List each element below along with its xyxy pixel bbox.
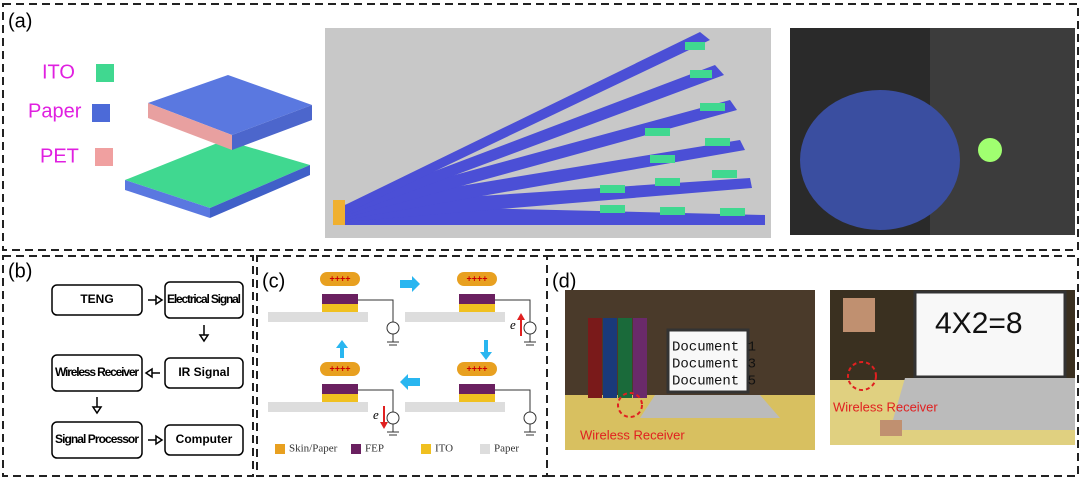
charge-text: ++++ bbox=[466, 363, 487, 373]
panel-label: (d) bbox=[552, 270, 576, 292]
ammeter bbox=[387, 322, 399, 334]
ammeter bbox=[524, 412, 536, 424]
flow-node: IR Signal bbox=[178, 365, 229, 379]
paper bbox=[268, 402, 368, 412]
sensor-array bbox=[880, 420, 902, 436]
sensor-array bbox=[843, 298, 875, 332]
flow-node: Signal Processor bbox=[55, 432, 139, 446]
laptop-base bbox=[640, 395, 780, 418]
flow-node: Electrical Signal bbox=[167, 292, 241, 306]
ito bbox=[459, 394, 495, 402]
ammeter bbox=[387, 412, 399, 424]
legend-cube bbox=[95, 148, 113, 166]
annotation: Wireless Receiver bbox=[580, 427, 685, 442]
panel-label: (c) bbox=[262, 270, 285, 292]
ammeter bbox=[524, 322, 536, 334]
charge-text: ++++ bbox=[466, 273, 487, 283]
panel-label: (b) bbox=[8, 260, 32, 282]
screen-text: Document 3 bbox=[672, 357, 756, 373]
teng-states: +++++ ++++++ +e+++++ +e+++++ + bbox=[268, 272, 536, 435]
legend-cube bbox=[92, 104, 110, 122]
figure: (a) ITO Paper PET (b) bbox=[0, 0, 1081, 479]
paper bbox=[268, 312, 368, 322]
legend-text: ITO bbox=[435, 443, 453, 455]
screen-text: 4X2=8 bbox=[935, 307, 1023, 340]
electron-label: e bbox=[510, 317, 516, 332]
paper bbox=[405, 312, 505, 322]
legend-text: Paper bbox=[494, 443, 519, 455]
flow-node: Computer bbox=[176, 432, 233, 446]
ito bbox=[322, 304, 358, 312]
annotation: Wireless Receiver bbox=[833, 399, 938, 414]
legend-text: FEP bbox=[365, 443, 384, 455]
device-layers bbox=[125, 75, 312, 218]
electron-arrowhead bbox=[517, 313, 525, 320]
paper bbox=[405, 402, 505, 412]
panel-label: (a) bbox=[8, 10, 32, 32]
electron-arrowhead bbox=[380, 422, 388, 429]
flow-node: Wireless Receiver bbox=[55, 365, 139, 379]
legend-cube bbox=[96, 64, 114, 82]
legend-c: Skin/Paper FEP ITO Paper bbox=[275, 443, 519, 455]
screen-text: Document 1 bbox=[672, 340, 756, 356]
glove bbox=[800, 90, 960, 230]
legend-text: PET bbox=[40, 145, 79, 167]
legend-text: ITO bbox=[42, 61, 75, 83]
ito bbox=[322, 394, 358, 402]
charge-text: ++++ bbox=[329, 363, 350, 373]
legend-text: Paper bbox=[28, 100, 82, 122]
led bbox=[978, 138, 1002, 162]
legend-a: ITO Paper PET bbox=[28, 61, 114, 167]
flow-node: TENG bbox=[80, 292, 113, 306]
charge-text: ++++ bbox=[329, 273, 350, 283]
screen-text: Document 5 bbox=[672, 374, 756, 390]
ito bbox=[459, 304, 495, 312]
legend-text: Skin/Paper bbox=[289, 443, 338, 455]
electron-label: e bbox=[373, 407, 379, 422]
